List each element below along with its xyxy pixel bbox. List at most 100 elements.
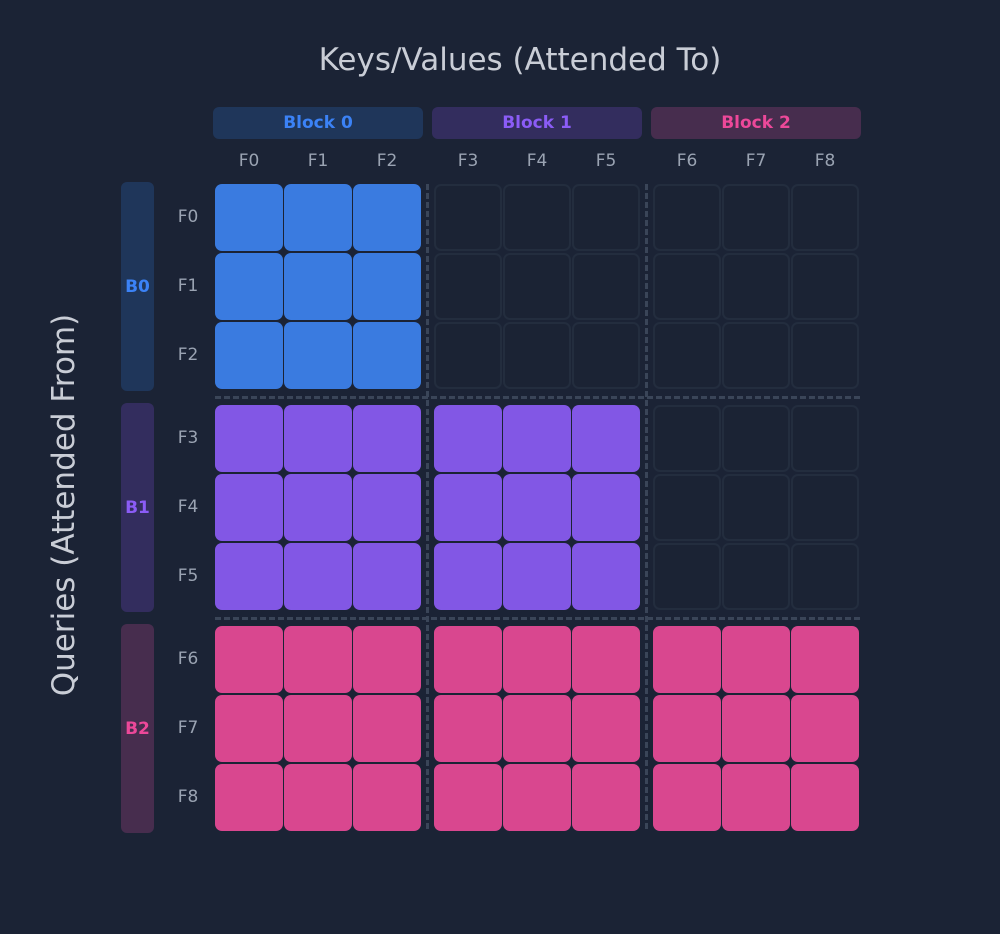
attention-cell-active [503, 474, 571, 541]
attention-cell-active [791, 626, 859, 693]
attention-cell-active [215, 474, 283, 541]
row-label: F8 [177, 787, 199, 807]
attention-cell-masked [572, 184, 640, 251]
attention-cell-masked [653, 543, 721, 610]
attention-cell-active [503, 626, 571, 693]
attention-cell-active [353, 695, 421, 762]
block-divider-vertical [645, 184, 648, 829]
attention-cell-active [503, 695, 571, 762]
column-label: F4 [526, 151, 548, 171]
attention-cell-active [572, 626, 640, 693]
column-label: F6 [676, 151, 698, 171]
attention-cell-masked [722, 322, 790, 389]
attention-cell-masked [791, 322, 859, 389]
attention-cell-active [353, 184, 421, 251]
attention-cell-active [503, 543, 571, 610]
attention-cell-active [353, 543, 421, 610]
column-block-header: Block 1 [432, 107, 642, 139]
attention-cell-masked [434, 184, 502, 251]
attention-cell-masked [653, 253, 721, 320]
attention-cell-active [653, 764, 721, 831]
attention-cell-active [284, 695, 352, 762]
attention-cell-active [653, 626, 721, 693]
attention-cell-active [572, 405, 640, 472]
column-label: F0 [238, 151, 260, 171]
attention-cell-active [722, 695, 790, 762]
attention-cell-active [353, 253, 421, 320]
attention-cell-active [572, 543, 640, 610]
attention-cell-active [353, 626, 421, 693]
attention-cell-masked [503, 322, 571, 389]
attention-cell-masked [653, 184, 721, 251]
attention-cell-active [572, 764, 640, 831]
attention-cell-active [434, 543, 502, 610]
attention-cell-active [434, 695, 502, 762]
attention-cell-active [791, 764, 859, 831]
attention-cell-active [503, 405, 571, 472]
attention-cell-masked [653, 322, 721, 389]
attention-cell-active [353, 405, 421, 472]
row-label: F6 [177, 649, 199, 669]
column-label: F1 [307, 151, 329, 171]
column-label: F8 [814, 151, 836, 171]
column-block-header: Block 0 [213, 107, 423, 139]
row-label: F1 [177, 276, 199, 296]
attention-cell-active [353, 474, 421, 541]
attention-cell-active [284, 543, 352, 610]
row-label: F2 [177, 345, 199, 365]
attention-cell-masked [722, 253, 790, 320]
attention-cell-masked [434, 322, 502, 389]
attention-cell-active [215, 764, 283, 831]
attention-cell-active [284, 764, 352, 831]
attention-cell-masked [653, 474, 721, 541]
attention-cell-active [722, 764, 790, 831]
attention-cell-active [284, 253, 352, 320]
attention-cell-masked [572, 253, 640, 320]
attention-cell-active [503, 764, 571, 831]
attention-cell-active [215, 322, 283, 389]
block-divider-vertical [426, 184, 429, 829]
column-block-header: Block 2 [651, 107, 861, 139]
attention-cell-masked [791, 474, 859, 541]
column-label: F7 [745, 151, 767, 171]
attention-cell-active [434, 405, 502, 472]
attention-cell-masked [722, 184, 790, 251]
block-divider-horizontal [215, 617, 860, 620]
y-axis-title: Queries (Attended From) [46, 313, 82, 697]
row-label: F5 [177, 566, 199, 586]
attention-cell-active [284, 474, 352, 541]
attention-cell-masked [722, 543, 790, 610]
x-axis-title: Keys/Values (Attended To) [318, 42, 722, 78]
row-label: F4 [177, 497, 199, 517]
attention-cell-active [791, 695, 859, 762]
attention-cell-active [653, 695, 721, 762]
attention-cell-masked [791, 184, 859, 251]
attention-cell-active [353, 322, 421, 389]
attention-cell-masked [791, 405, 859, 472]
row-label: F3 [177, 428, 199, 448]
attention-cell-masked [791, 253, 859, 320]
attention-cell-masked [503, 184, 571, 251]
attention-cell-masked [653, 405, 721, 472]
attention-cell-active [215, 695, 283, 762]
attention-cell-masked [722, 474, 790, 541]
row-block-header: B0 [121, 182, 154, 391]
attention-cell-active [434, 474, 502, 541]
attention-cell-masked [722, 405, 790, 472]
attention-cell-masked [434, 253, 502, 320]
attention-cell-active [284, 322, 352, 389]
row-label: F0 [177, 207, 199, 227]
attention-cell-active [215, 253, 283, 320]
row-block-header: B1 [121, 403, 154, 612]
row-block-header: B2 [121, 624, 154, 833]
column-label: F5 [595, 151, 617, 171]
attention-cell-active [434, 764, 502, 831]
attention-cell-active [215, 626, 283, 693]
attention-cell-active [215, 543, 283, 610]
attention-cell-active [215, 184, 283, 251]
attention-cell-active [284, 184, 352, 251]
attention-cell-active [572, 695, 640, 762]
attention-cell-active [434, 626, 502, 693]
attention-cell-active [722, 626, 790, 693]
attention-cell-active [284, 405, 352, 472]
